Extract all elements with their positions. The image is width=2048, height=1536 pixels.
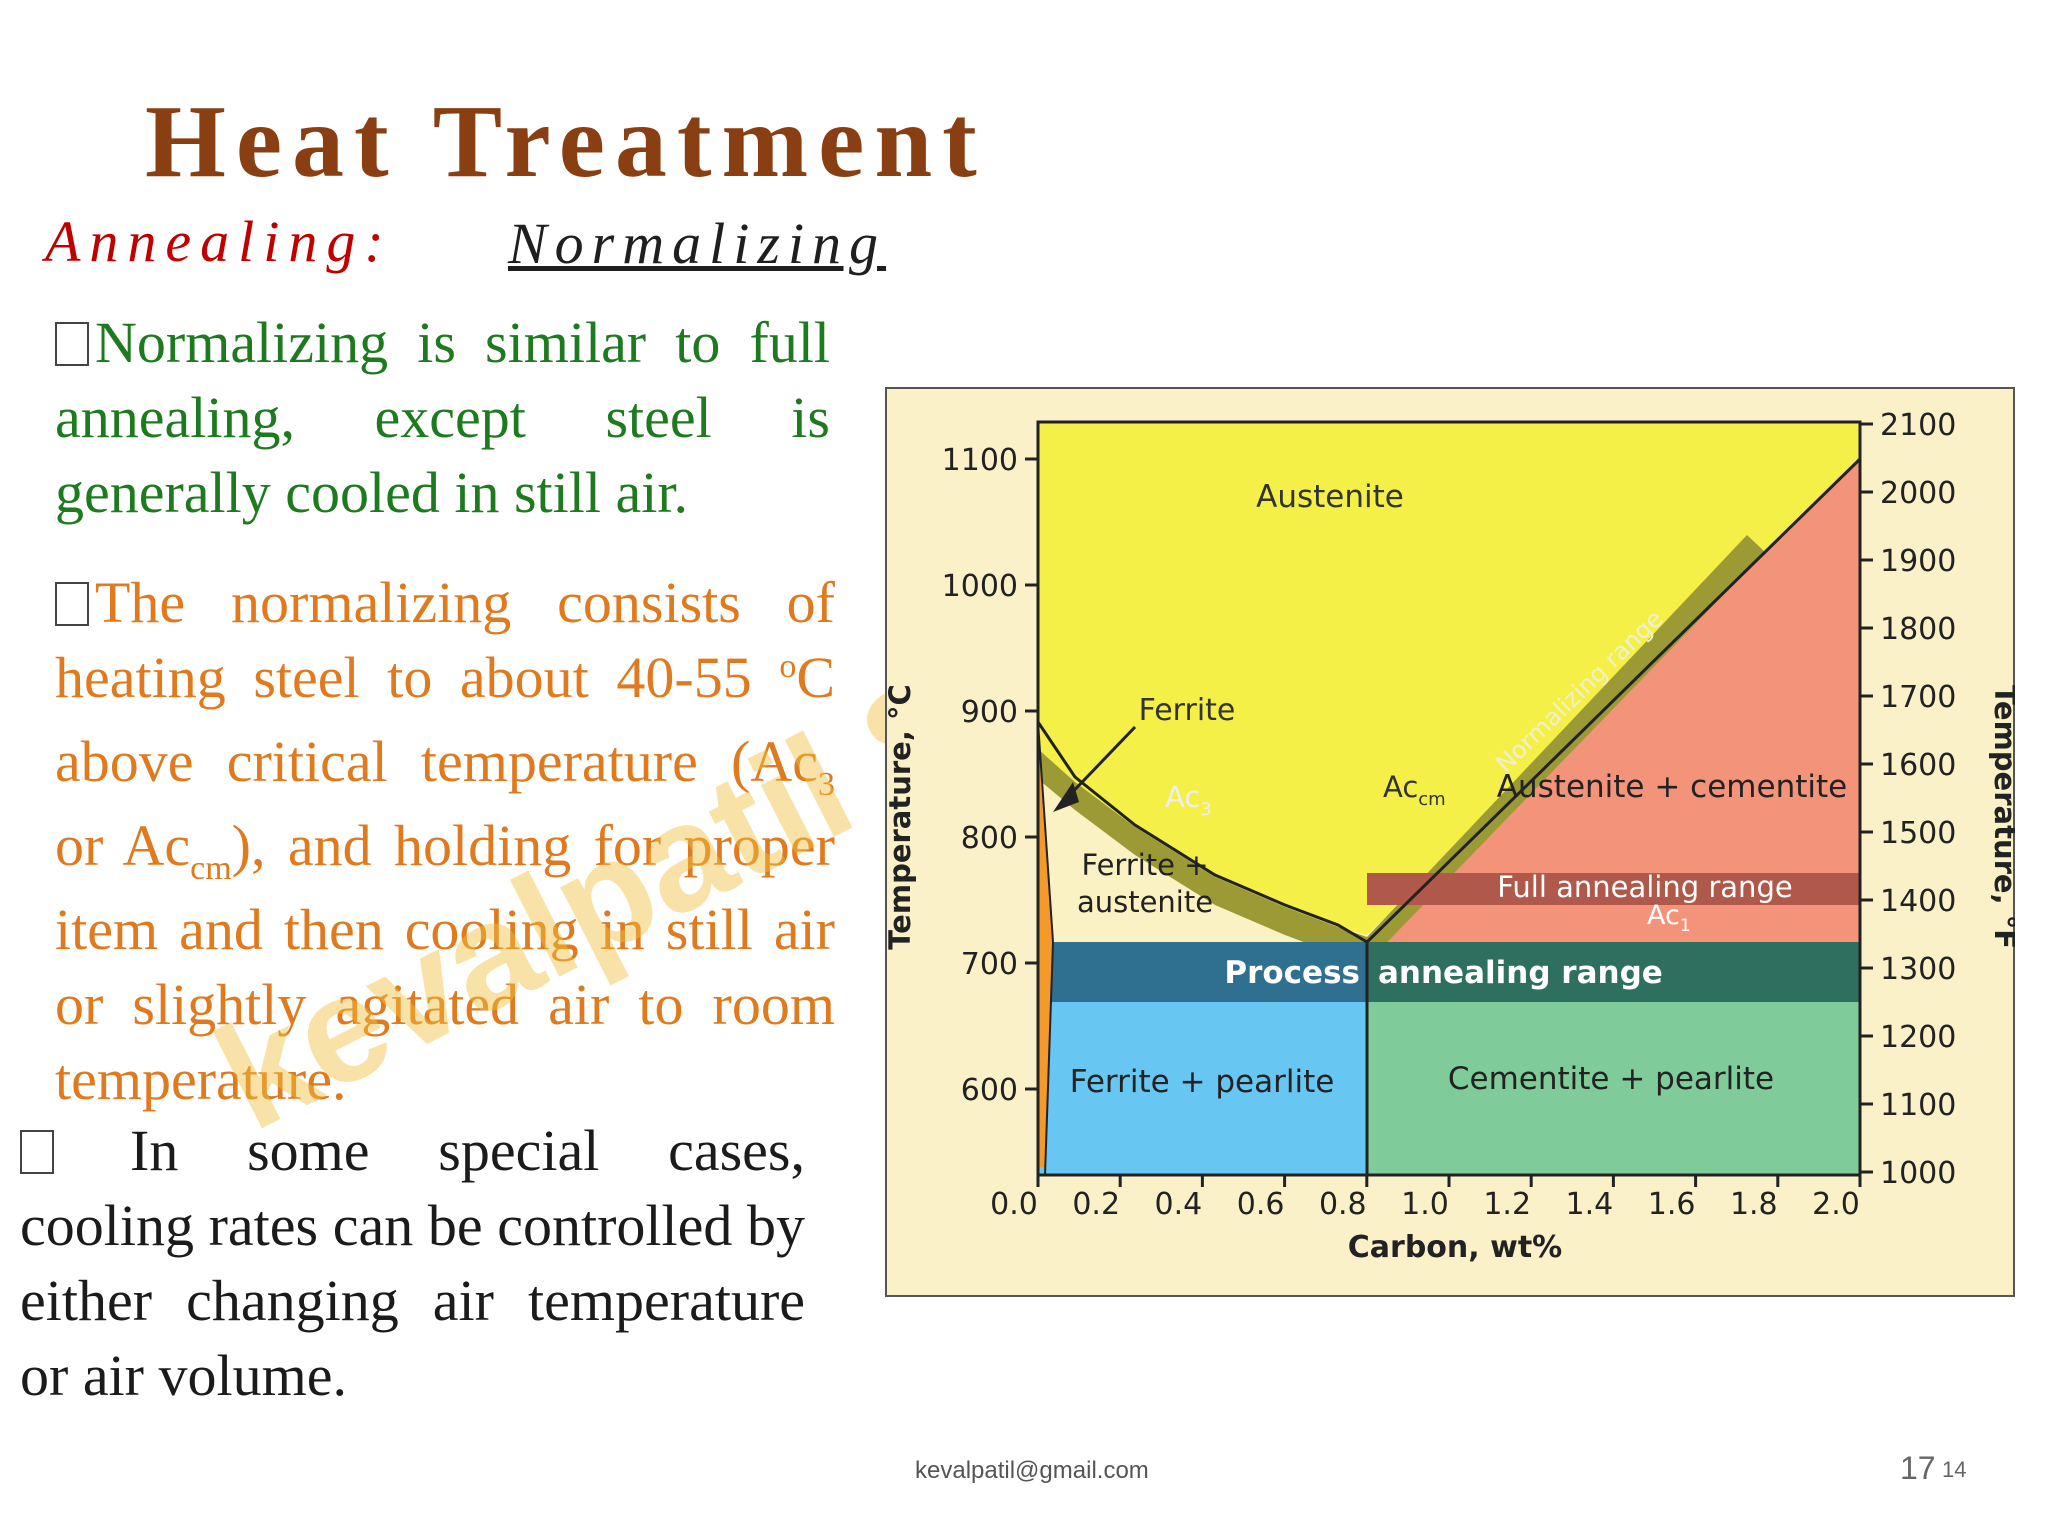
paragraph-text-b: C above critical temperature (Ac xyxy=(55,645,835,794)
label-cementite-pearlite: Cementite + pearlite xyxy=(1448,1061,1774,1097)
subtitle-annealing: Annealing: xyxy=(45,209,393,274)
label-ferrite: Ferrite xyxy=(1139,693,1236,728)
process-annealing-band-left xyxy=(1038,942,1367,1002)
degree-superscript: o xyxy=(779,648,797,685)
page-number: 17 xyxy=(1900,1450,1936,1486)
right-tick-label: 1000 xyxy=(1880,1156,1956,1191)
label-process: Process xyxy=(1224,955,1360,991)
iron-carbon-diagram: 1100 1000 900 800 700 600 2100 2000 1900 1800 170… xyxy=(885,387,2015,1297)
right-tick-label: 1300 xyxy=(1880,952,1956,987)
right-tick-label: 1200 xyxy=(1880,1020,1956,1055)
x-tick-label: 0.6 xyxy=(1237,1187,1285,1222)
accm-line xyxy=(1365,457,1862,944)
ac3-line xyxy=(1036,721,1368,944)
label-austenite-cementite: Austenite + cementite xyxy=(1497,769,1847,805)
ac3-subscript: 3 xyxy=(818,766,835,803)
left-tick-label: 700 xyxy=(961,947,1018,982)
cementite-pearlite-region xyxy=(1367,1002,1860,1175)
label-full-annealing: Full annealing range xyxy=(1497,870,1792,904)
left-tick-label: 900 xyxy=(961,695,1018,730)
x-tick-label: 1.0 xyxy=(1401,1187,1449,1222)
paragraph-text-a: The normalizing consists of heating stee… xyxy=(55,570,835,710)
x-tick-label: 0.0 xyxy=(990,1187,1038,1222)
right-axis-title: Temperature, °F xyxy=(1988,685,2015,949)
left-tick-label: 1100 xyxy=(942,443,1018,478)
label-annealing-range: annealing range xyxy=(1378,955,1663,991)
x-axis-title: Carbon, wt% xyxy=(1348,1230,1562,1265)
bullet-icon xyxy=(55,322,89,366)
right-tick-label: 2000 xyxy=(1880,476,1956,511)
paragraph-normalizing-process: The normalizing consists of heating stee… xyxy=(55,565,835,1117)
right-tick-label: 1700 xyxy=(1880,680,1956,715)
bullet-icon xyxy=(55,582,89,626)
x-tick-label: 0.8 xyxy=(1319,1187,1367,1222)
left-tick-label: 1000 xyxy=(942,569,1018,604)
left-tick-label: 600 xyxy=(961,1073,1018,1108)
full-annealing-band xyxy=(1367,873,1860,905)
label-accm: Accm xyxy=(1383,770,1446,810)
x-tick-label: 0.2 xyxy=(1072,1187,1120,1222)
paragraph-normalizing-definition: Normalizing is similar to full annealing… xyxy=(55,305,830,530)
paragraph-text: In some special cases, cooling rates can… xyxy=(20,1118,805,1408)
paragraph-text: Normalizing is similar to full annealing… xyxy=(55,310,830,525)
label-ferrite-pearlite: Ferrite + pearlite xyxy=(1070,1064,1335,1100)
right-tick-label: 1100 xyxy=(1880,1088,1956,1123)
accm-subscript: cm xyxy=(190,850,232,887)
x-tick-label: 1.2 xyxy=(1483,1187,1531,1222)
page-title: Heat Treatment xyxy=(145,84,987,199)
label-ac1: Ac1 xyxy=(1647,900,1691,936)
left-axis: 1100 1000 900 800 700 600 xyxy=(942,443,1038,1108)
right-tick-label: 1900 xyxy=(1880,544,1956,579)
ferrite-region xyxy=(1038,742,1053,1167)
label-austenite: Austenite xyxy=(1256,479,1404,515)
footer-email: kevalpatil@gmail.com xyxy=(915,1457,1149,1484)
x-tick-label: 1.6 xyxy=(1648,1187,1696,1222)
paragraph-text-c: or Ac xyxy=(55,813,191,878)
right-tick-label: 1600 xyxy=(1880,748,1956,783)
right-tick-label: 1400 xyxy=(1880,884,1956,919)
process-annealing-band-right xyxy=(1367,942,1860,1002)
x-tick-label: 1.4 xyxy=(1566,1187,1614,1222)
ferrite-arrow-head xyxy=(1053,782,1079,812)
left-axis-title: Temperature, °C xyxy=(885,684,917,950)
paragraph-text-d: ), and holding for proper item and then … xyxy=(55,813,835,1112)
bullet-icon xyxy=(20,1130,54,1174)
subtitle-normalizing: Normalizing xyxy=(508,211,887,276)
austenite-region xyxy=(1038,422,1860,935)
label-ac3: Ac3 xyxy=(1165,780,1212,820)
paragraph-special-cases: In some special cases, cooling rates can… xyxy=(20,1113,805,1413)
label-ferrite-austenite-2: austenite xyxy=(1077,885,1213,919)
right-tick-label: 1500 xyxy=(1880,816,1956,851)
ferrite-boundary xyxy=(1037,721,1054,943)
page-number-small: 14 xyxy=(1942,1457,1967,1482)
left-tick-label: 800 xyxy=(961,821,1018,856)
right-axis: 2100 2000 1900 1800 1700 1600 1500 1400 1300 1200… xyxy=(1860,408,1956,1191)
ferrite-pearlite-region xyxy=(1038,1002,1367,1175)
label-ferrite-austenite-1: Ferrite + xyxy=(1081,848,1208,882)
x-tick-label: 0.4 xyxy=(1155,1187,1203,1222)
x-tick-label: 2.0 xyxy=(1812,1187,1860,1222)
right-tick-label: 2100 xyxy=(1880,408,1956,443)
ac3-normalizing-band xyxy=(1038,749,1367,963)
right-tick-label: 1800 xyxy=(1880,612,1956,647)
x-axis: 0.0 0.2 0.4 0.6 0.8 1.0 1.2 1.4 1.6 1.8 2.0 xyxy=(990,1175,1862,1222)
x-tick-label: 1.8 xyxy=(1730,1187,1778,1222)
ferrite-boundary-low xyxy=(1044,941,1054,1176)
